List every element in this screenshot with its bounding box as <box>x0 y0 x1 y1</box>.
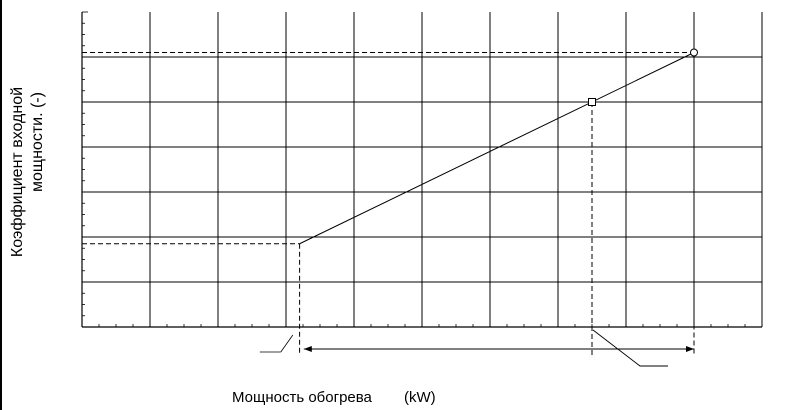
series-line <box>299 52 695 245</box>
axes <box>81 11 763 328</box>
annotations <box>303 329 694 367</box>
y-axis-title-line1: Коэффициент входной <box>9 87 26 257</box>
square-marker <box>588 98 596 106</box>
reference-lines <box>82 52 695 355</box>
y-axis-title-line2: мощности. (-) <box>29 92 46 192</box>
extra-tick-leader <box>280 334 294 353</box>
grid <box>82 12 763 327</box>
range-arrow-head-left <box>303 346 312 352</box>
range-arrow-head-right <box>686 346 694 352</box>
rated-point-circle-marker <box>690 48 698 57</box>
x-axis-unit: (kW) <box>404 389 436 406</box>
tick-labels <box>259 334 294 353</box>
x-axis-title: Мощность обогрева <box>232 389 373 406</box>
series <box>299 48 698 245</box>
rated-point-leader <box>592 329 668 367</box>
left-border-line <box>0 0 2 410</box>
